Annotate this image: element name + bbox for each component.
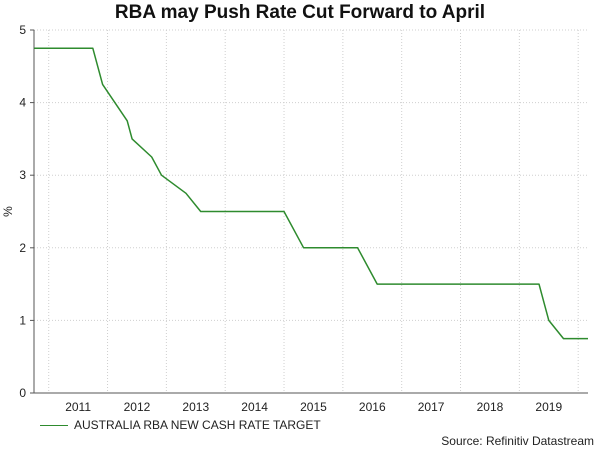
- series-layer: [34, 47, 588, 340]
- legend-swatch: [40, 424, 68, 426]
- y-tick-label: 2: [19, 241, 26, 255]
- series-line: [34, 47, 588, 340]
- y-tick-label: 0: [19, 386, 26, 400]
- x-tick-label: 2019: [535, 400, 562, 414]
- x-tick-label: 2012: [124, 400, 151, 414]
- axis-layer: [30, 29, 588, 394]
- grid-layer: [34, 29, 588, 393]
- y-tick-label: 5: [19, 23, 26, 37]
- x-tick-label: 2018: [477, 400, 504, 414]
- legend-label: AUSTRALIA RBA NEW CASH RATE TARGET: [74, 418, 321, 432]
- chart-title: RBA may Push Rate Cut Forward to April: [114, 2, 486, 23]
- y-tick-label: 1: [19, 313, 26, 327]
- x-tick-label: 2011: [65, 400, 91, 414]
- x-tick-label: 2016: [359, 400, 386, 414]
- label-layer: 0 1 2 3 4 5 2011 2012 2013 2014 2015 2016 2017 2018 20…: [1, 23, 562, 414]
- y-axis-label: %: [1, 206, 15, 217]
- y-tick-label: 3: [19, 168, 26, 182]
- legend: AUSTRALIA RBA NEW CASH RATE TARGET: [40, 418, 321, 432]
- x-tick-label: 2013: [182, 400, 209, 414]
- source-note: Source: Refinitiv Datastream: [441, 434, 594, 448]
- x-tick-label: 2014: [241, 400, 268, 414]
- x-tick-label: 2017: [418, 400, 445, 414]
- y-tick-label: 4: [19, 96, 26, 110]
- x-tick-label: 2015: [300, 400, 327, 414]
